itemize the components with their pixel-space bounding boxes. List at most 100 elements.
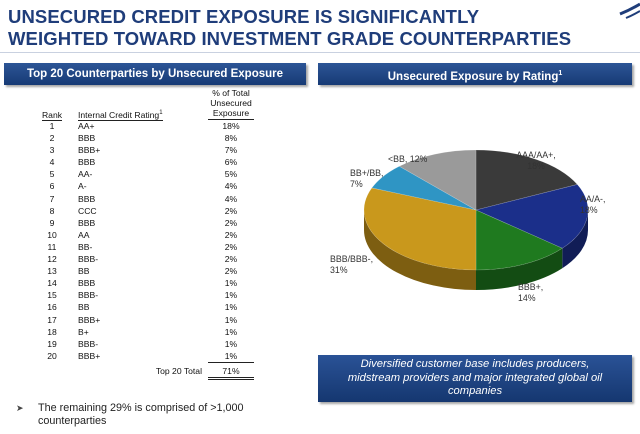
pie-label-AA/A-: AA/A-, 18% xyxy=(580,194,605,215)
cell-pct: 1% xyxy=(224,302,238,313)
callout-line-3: companies xyxy=(447,385,503,398)
pie-label-AAA/AA+: AAA/AA+, 18% xyxy=(516,150,555,171)
table-row: 4 BBB 6% xyxy=(30,156,254,168)
cell-pct: 5% xyxy=(224,169,238,180)
cell-rating: A- xyxy=(78,181,87,192)
table-row: 1 AA+ 18% xyxy=(30,120,254,133)
table-row: 8 CCC 2% xyxy=(30,205,254,217)
cell-pct: 1% xyxy=(224,290,238,301)
cell-pct: 1% xyxy=(224,350,238,361)
logo-swoosh-icon xyxy=(619,2,640,19)
table-row: 7 BBB 4% xyxy=(30,193,254,205)
col-header-pct-l2: Unsecured xyxy=(210,98,252,108)
cell-rating: BBB xyxy=(78,133,96,144)
cell-pct: 8% xyxy=(224,133,238,144)
cell-pct: 6% xyxy=(224,157,238,168)
cell-pct: 4% xyxy=(224,181,238,192)
pie-slice-BBB+ xyxy=(475,209,563,271)
table-row: 6 A- 4% xyxy=(30,180,254,192)
page-title-line-2: WEIGHTED TOWARD INVESTMENT GRADE COUNTER… xyxy=(8,28,572,49)
cell-rating: BB- xyxy=(78,241,93,252)
pie-slice-AA/A- xyxy=(475,184,589,249)
col-header-rating: Internal Credit Rating1 xyxy=(74,88,208,121)
cell-rating: AA- xyxy=(78,169,93,180)
table-row: 10 AA 2% xyxy=(30,229,254,241)
exposure-by-rating-header-text: Unsecured Exposure by Rating xyxy=(387,70,559,83)
cell-rating: BB xyxy=(78,266,90,277)
cell-rank: 18 xyxy=(47,326,57,337)
pie-label-<BB: <BB, 12% xyxy=(388,154,428,164)
table-row: 11 BB- 2% xyxy=(30,241,254,253)
table-row: 9 BBB 2% xyxy=(30,217,254,229)
table-header-row: Rank Internal Credit Rating1 % of Total … xyxy=(30,88,254,121)
cell-rating: BBB+ xyxy=(78,145,101,156)
cell-rating: AA+ xyxy=(78,120,95,131)
cell-rank: 14 xyxy=(47,278,57,289)
counterparty-table: Rank Internal Credit Rating1 % of Total … xyxy=(30,88,254,380)
cell-rank: 9 xyxy=(49,217,55,228)
cell-rank: 4 xyxy=(49,157,55,168)
pie-slice-side-AA/A- xyxy=(562,210,588,269)
cell-rating: BBB+ xyxy=(78,351,101,362)
table-row: 14 BBB 1% xyxy=(30,277,254,289)
cell-pct: 2% xyxy=(224,266,238,277)
table-row: 13 BB 2% xyxy=(30,265,254,277)
exposure-by-rating-footnote-mark: 1 xyxy=(558,70,563,77)
cell-rating: BBB- xyxy=(78,254,99,265)
table-row: 18 B+ 1% xyxy=(30,326,254,338)
cell-rank: 13 xyxy=(47,266,57,277)
remaining-note: ➤ The remaining 29% is comprised of >1,0… xyxy=(12,402,312,427)
cell-rating: BBB xyxy=(78,278,96,289)
callout-line-1: Diversified customer base includes produ… xyxy=(360,358,590,371)
col-header-rating-footnote: 1 xyxy=(159,109,163,116)
pie-label-BB+/BB: BB+/BB, 7% xyxy=(350,168,384,189)
page-title: UNSECURED CREDIT EXPOSURE IS SIGNIFICANT… xyxy=(8,6,598,50)
pie-slice-BB+/BB xyxy=(371,165,477,211)
cell-rank: 5 xyxy=(49,169,55,180)
cell-pct: 1% xyxy=(224,314,238,325)
cell-rank: 19 xyxy=(47,338,57,349)
cell-rating: BBB- xyxy=(78,338,99,349)
page-title-line-1: UNSECURED CREDIT EXPOSURE IS SIGNIFICANT… xyxy=(8,6,480,27)
cell-rank: 3 xyxy=(49,145,55,156)
cell-rank: 17 xyxy=(47,314,57,325)
cell-rating: BBB+ xyxy=(78,314,101,325)
pie-slice-<BB xyxy=(398,149,477,211)
col-header-rank-text: Rank xyxy=(41,109,63,121)
cell-rank: 15 xyxy=(47,290,57,301)
cell-pct: 18% xyxy=(222,121,240,131)
cell-rank: 2 xyxy=(49,133,55,144)
cell-rating: B+ xyxy=(78,326,89,337)
table-row: 20 BBB+ 1% xyxy=(30,350,254,363)
callout-line-2: midstream providers and major integrated… xyxy=(347,371,603,384)
cell-pct: 7% xyxy=(224,145,238,156)
table-row: 5 AA- 5% xyxy=(30,168,254,180)
cell-rank: 10 xyxy=(47,229,57,240)
cell-pct: 2% xyxy=(224,254,238,265)
cell-rating: BBB- xyxy=(78,290,99,301)
cell-rank: 1 xyxy=(49,120,55,131)
cell-pct: 2% xyxy=(224,241,238,252)
cell-pct: 2% xyxy=(224,217,238,228)
col-header-pct: % of Total Unsecured Exposure xyxy=(208,88,254,120)
table-row: 15 BBB- 1% xyxy=(30,289,254,301)
total-label: Top 20 Total xyxy=(155,366,202,377)
pie-slice-BBB/BBB- xyxy=(363,187,477,271)
col-header-pct-l3: Exposure xyxy=(212,108,250,118)
title-divider xyxy=(0,52,640,53)
cell-rank: 6 xyxy=(49,181,55,192)
cell-pct: 4% xyxy=(224,193,238,204)
col-header-pct-l1: % of Total xyxy=(212,88,250,98)
pie-slice-AAA/AA+ xyxy=(475,149,578,211)
cell-rating: CCC xyxy=(78,205,97,216)
cell-rank: 7 xyxy=(49,193,55,204)
exposure-pie-chart: AAA/AA+, 18% AA/A-, 18% BBB+, 14% BBB/BBB-, 31%… xyxy=(330,149,605,303)
table-total-row: Top 20 Total 71% xyxy=(30,361,254,380)
table-row: 17 BBB+ 1% xyxy=(30,314,254,326)
bullet-arrow-icon: ➤ xyxy=(16,403,24,413)
pie-slice-side-BBB/BBB- xyxy=(364,210,476,290)
cell-rank: 20 xyxy=(47,351,57,362)
customer-base-callout: Diversified customer base includes produ… xyxy=(318,355,632,402)
cell-rank: 12 xyxy=(47,254,57,265)
remaining-note-line-1: The remaining 29% is comprised of >1,000 xyxy=(38,402,244,414)
